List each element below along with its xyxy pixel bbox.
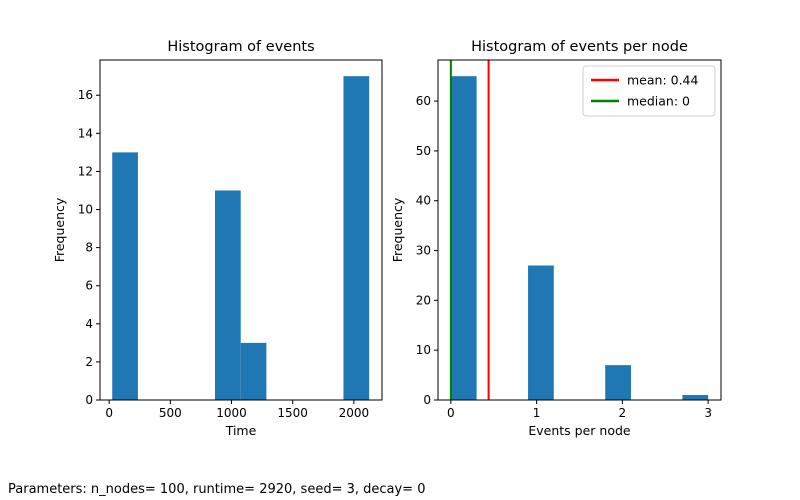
histogram-bar <box>605 365 631 400</box>
histogram-bar <box>112 152 138 400</box>
x-tick-label: 1000 <box>216 406 247 420</box>
y-tick-label: 12 <box>78 164 93 178</box>
histogram-bar <box>682 395 709 400</box>
x-tick-label: 1 <box>533 406 541 420</box>
y-tick-label: 10 <box>78 203 93 217</box>
events-histogram: 0 500 1000 1500 2000 0 2 4 6 8 10 12 14 16 Histogram o… <box>52 39 383 438</box>
axes-frame <box>437 59 722 401</box>
legend-label: mean: 0.44 <box>627 73 699 88</box>
x-axis-label: Events per node <box>528 423 631 438</box>
y-tick-label: 16 <box>78 88 93 102</box>
y-tick-label: 0 <box>85 393 93 407</box>
x-tick-label: 1500 <box>277 406 308 420</box>
histogram-bar <box>215 190 241 400</box>
parameters-footnote: Parameters: n_nodes= 100, runtime= 2920,… <box>8 482 426 497</box>
x-tick-label: 2000 <box>339 406 370 420</box>
histogram-bar <box>343 76 370 400</box>
legend: mean: 0.44 median: 0 <box>582 65 716 117</box>
y-tick-label: 0 <box>423 393 431 407</box>
axes-frame <box>99 59 383 401</box>
chart-title: Histogram of events per node <box>471 39 688 55</box>
x-tick-label: 0 <box>447 406 455 420</box>
x-tick-label: 2 <box>619 406 627 420</box>
histogram-bar <box>450 76 477 400</box>
y-tick-label: 50 <box>416 144 431 158</box>
legend-box <box>582 65 716 117</box>
histogram-bar <box>240 342 267 400</box>
x-axis-label: Time <box>225 423 257 438</box>
y-tick-label: 8 <box>85 241 93 255</box>
y-tick-label: 6 <box>85 279 93 293</box>
y-tick-label: 4 <box>85 317 93 331</box>
y-tick-label: 10 <box>416 343 431 357</box>
y-tick-label: 2 <box>85 355 93 369</box>
legend-label: median: 0 <box>627 94 690 109</box>
y-tick-label: 14 <box>78 126 93 140</box>
y-axis-label: Frequency <box>52 197 67 262</box>
chart-title: Histogram of events <box>167 39 314 55</box>
y-tick-label: 20 <box>416 293 431 307</box>
x-tick-label: 500 <box>159 406 182 420</box>
y-tick-label: 30 <box>416 244 431 258</box>
y-tick-label: 60 <box>416 94 431 108</box>
y-tick-label: 40 <box>416 194 431 208</box>
y-axis-label: Frequency <box>390 197 405 262</box>
x-tick-label: 3 <box>704 406 712 420</box>
x-tick-label: 0 <box>105 406 113 420</box>
histogram-bar <box>528 265 554 400</box>
